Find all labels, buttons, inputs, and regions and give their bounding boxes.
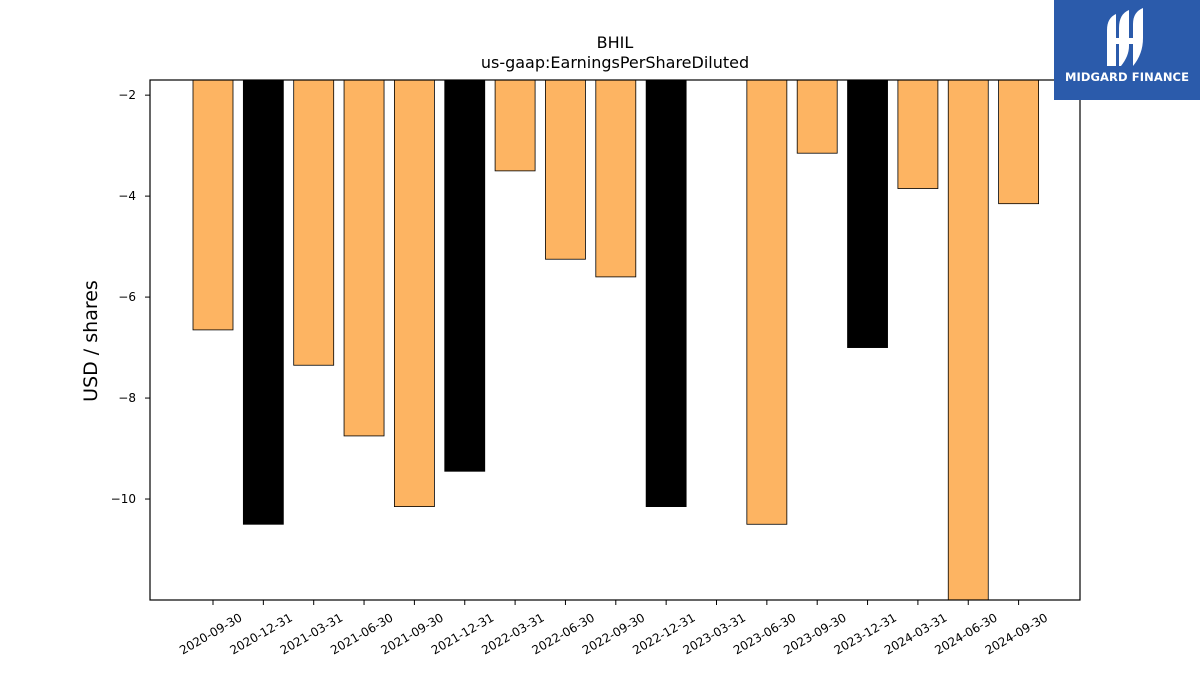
y-tick-label: −8 [118,391,136,405]
bar-2020-12-31 [242,79,284,525]
bar-2023-12-31 [847,79,888,348]
plot-frame [149,79,1081,601]
bar-2022-06-30 [545,79,586,260]
y-tick-label: −10 [111,492,136,506]
bar-2022-12-31 [645,79,687,508]
brand-logo: MIDGARD FINANCE [1054,0,1200,100]
logo-mark-icon [1107,8,1143,66]
bar-2020-09-30 [192,79,234,331]
bar-2021-03-31 [293,79,335,366]
bar-2023-09-30 [796,79,838,154]
bar-2024-03-31 [897,79,939,189]
bar-2022-03-31 [494,79,536,172]
bars-group [192,79,1039,601]
y-axis-label: USD / shares [80,280,102,402]
bar-2021-09-30 [393,79,435,508]
bar-2023-06-30 [746,79,788,525]
y-tick-label: −4 [118,189,136,203]
bar-2024-06-30 [947,79,989,601]
y-tick-label: −6 [118,290,136,304]
bar-2021-06-30 [343,79,385,437]
bar-2024-09-30 [998,79,1039,205]
bar-2021-12-31 [444,79,486,472]
bar-2022-09-30 [595,79,637,278]
y-tick-label: −2 [118,88,136,102]
chart-subtitle: us-gaap:EarningsPerShareDiluted [481,53,749,72]
brand-name: MIDGARD FINANCE [1064,70,1190,84]
chart-title: BHIL [597,33,634,52]
